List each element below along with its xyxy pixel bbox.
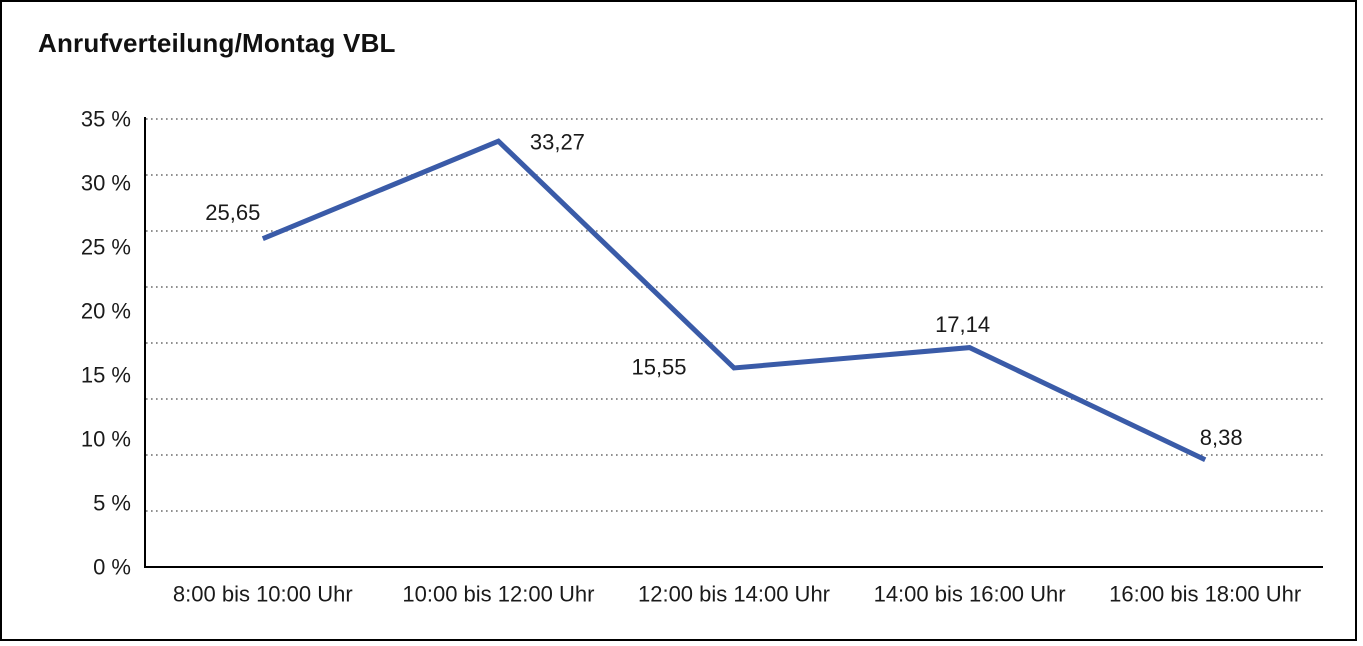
y-tick-label: 35 % <box>81 107 131 132</box>
data-label: 17,14 <box>935 312 990 337</box>
y-tick-label: 25 % <box>81 235 131 260</box>
y-tick-label: 30 % <box>81 171 131 196</box>
data-series-line <box>261 138 1207 462</box>
data-label: 33,27 <box>530 130 585 155</box>
y-tick-label: 15 % <box>81 363 131 388</box>
y-tick-label: 20 % <box>81 299 131 324</box>
x-tick-label: 12:00 bis 14:00 Uhr <box>638 582 830 607</box>
data-label: 8,38 <box>1200 425 1243 450</box>
x-tick-label: 10:00 bis 12:00 Uhr <box>402 582 594 607</box>
data-label: 25,65 <box>205 200 260 225</box>
chart-title: Anrufverteilung/Montag VBL <box>38 28 396 58</box>
data-label: 15,55 <box>631 354 686 379</box>
x-tick-label: 8:00 bis 10:00 Uhr <box>173 582 353 607</box>
x-tick-label: 14:00 bis 16:00 Uhr <box>874 582 1066 607</box>
y-tick-label: 0 % <box>93 555 131 580</box>
y-tick-label: 10 % <box>81 427 131 452</box>
y-tick-label: 5 % <box>93 491 131 516</box>
x-tick-label: 16:00 bis 18:00 Uhr <box>1109 582 1301 607</box>
